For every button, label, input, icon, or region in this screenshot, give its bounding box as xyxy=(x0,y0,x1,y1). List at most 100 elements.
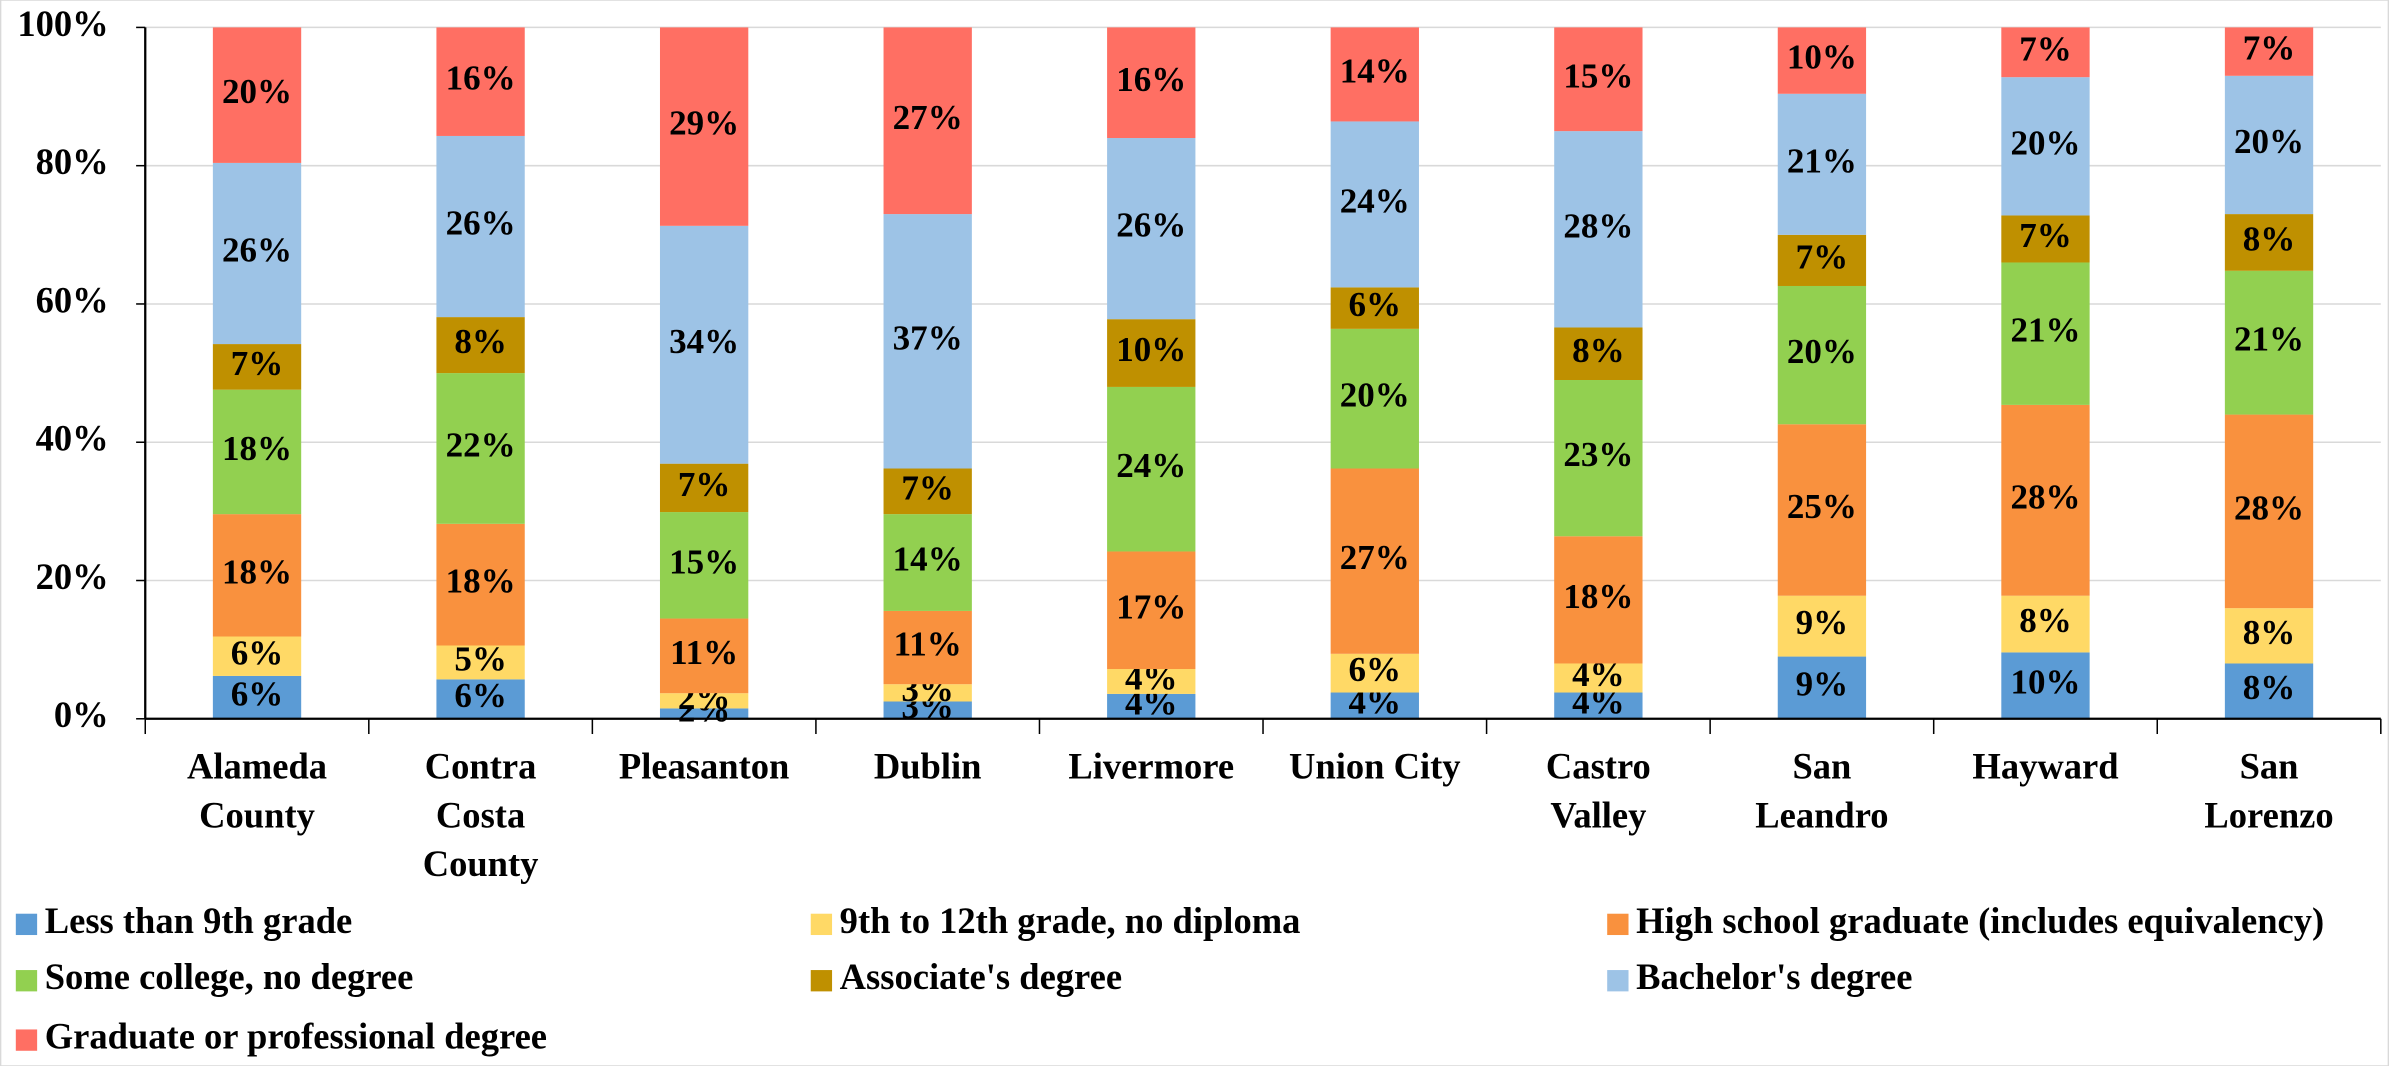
data-label: 18% xyxy=(222,552,292,591)
x-tick-label: Alameda County xyxy=(187,746,327,836)
data-label: 9% xyxy=(1796,665,1849,704)
data-label: 28% xyxy=(1563,206,1633,245)
data-label: 10% xyxy=(2010,663,2080,702)
data-label: 6% xyxy=(1349,285,1402,324)
bar-segment xyxy=(212,162,302,345)
x-tick-line: Hayward xyxy=(1972,746,2118,787)
bar-segment xyxy=(1777,93,1867,235)
x-tick-line: Pleasanton xyxy=(619,746,790,787)
bar-segment xyxy=(436,317,525,374)
data-label: 27% xyxy=(1340,538,1410,577)
bar-segment xyxy=(212,514,302,637)
data-label: 11% xyxy=(670,633,738,672)
x-tick-line: County xyxy=(423,843,539,884)
data-label: 23% xyxy=(1563,435,1633,474)
bar-segment xyxy=(2001,404,2090,596)
bar-segment xyxy=(1330,121,1419,288)
data-label: 22% xyxy=(446,425,516,464)
x-tick-line: County xyxy=(199,795,315,836)
bar-segment xyxy=(2001,27,2090,78)
bar-segment xyxy=(659,708,749,719)
x-tick-line: Castro xyxy=(1546,746,1651,787)
legend-swatch xyxy=(810,970,833,992)
bar-segment xyxy=(2001,652,2090,719)
data-label: 20% xyxy=(1787,332,1857,371)
x-tick-label: Hayward xyxy=(1972,746,2118,787)
data-label: 26% xyxy=(1116,206,1186,245)
x-tick-line: Dublin xyxy=(874,746,982,787)
legend-swatch xyxy=(15,913,38,936)
bar-segment xyxy=(436,645,525,680)
bar-segment xyxy=(436,373,525,524)
x-tick-line: San xyxy=(1792,746,1851,787)
x-tick-line: Alameda xyxy=(187,746,327,787)
data-label: 20% xyxy=(1340,376,1410,415)
bar-segment xyxy=(659,225,749,464)
bar-segment xyxy=(436,679,525,719)
data-label: 14% xyxy=(1340,51,1410,90)
data-label: 11% xyxy=(894,625,962,664)
bar-segment xyxy=(1107,138,1196,320)
data-label: 7% xyxy=(2019,216,2072,255)
data-label: 10% xyxy=(1787,38,1857,77)
bar-segment xyxy=(659,463,749,513)
bar-segment xyxy=(883,610,972,685)
data-label: 18% xyxy=(446,562,516,601)
data-label: 14% xyxy=(893,540,963,579)
legend-label: Associate's degree xyxy=(840,956,1122,997)
bar-segment xyxy=(2001,77,2090,216)
data-label: 28% xyxy=(2234,488,2304,527)
bar-segment xyxy=(883,468,972,515)
data-label: 10% xyxy=(1116,330,1186,369)
data-label: 20% xyxy=(222,72,292,111)
bar-segment xyxy=(212,675,302,719)
bar-segment xyxy=(2224,270,2314,415)
bar-segment xyxy=(436,135,525,318)
y-tick-label: 0% xyxy=(54,694,109,735)
x-tick-line: Union City xyxy=(1289,746,1461,787)
x-tick-line: Contra xyxy=(425,746,537,787)
data-label: 8% xyxy=(2019,601,2072,640)
y-tick-label: 80% xyxy=(36,141,109,182)
bar-segment xyxy=(1554,131,1643,328)
data-label: 6% xyxy=(454,676,507,715)
bar-segment xyxy=(883,701,972,719)
data-label: 21% xyxy=(2234,320,2304,359)
data-label: 6% xyxy=(231,674,284,713)
data-label: 8% xyxy=(2243,668,2296,707)
data-label: 8% xyxy=(454,322,507,361)
data-label: 6% xyxy=(1349,650,1402,689)
legend-swatch xyxy=(1607,970,1629,992)
bar-segment xyxy=(659,693,749,709)
data-label: 8% xyxy=(2243,613,2296,652)
x-tick-label: Contra Costa County xyxy=(423,746,539,884)
data-label: 7% xyxy=(678,465,731,504)
bar-segment xyxy=(2224,663,2314,719)
legend-label: High school graduate (includes equivalen… xyxy=(1636,900,2324,941)
bar-segment xyxy=(883,27,972,215)
bar-segment xyxy=(659,618,749,694)
bar-segment xyxy=(2224,214,2314,271)
bar-segment xyxy=(2001,595,2090,653)
x-tick-label: Livermore xyxy=(1068,746,1234,787)
bar-segment xyxy=(2224,608,2314,664)
bar-segment xyxy=(1777,234,1867,286)
bar-segment xyxy=(1777,656,1867,719)
data-label: 7% xyxy=(901,468,954,507)
legend-label: Graduate or professional degree xyxy=(45,1016,547,1057)
x-tick-label: San Leandro xyxy=(1755,746,1888,836)
legend-label: Some college, no degree xyxy=(45,956,414,997)
bar-segment xyxy=(659,27,749,226)
x-tick-label: San Lorenzo xyxy=(2204,746,2333,836)
data-label: 6% xyxy=(231,633,284,672)
bar-segment xyxy=(1330,27,1419,122)
data-label: 7% xyxy=(2019,29,2072,68)
bar-segment xyxy=(212,344,302,390)
bar-segment xyxy=(659,512,749,619)
x-tick-label: Castro Valley xyxy=(1546,746,1651,836)
data-label: 5% xyxy=(454,639,507,678)
y-tick-label: 20% xyxy=(36,556,109,597)
bar-segment xyxy=(1107,551,1196,670)
data-label: 8% xyxy=(2243,219,2296,258)
